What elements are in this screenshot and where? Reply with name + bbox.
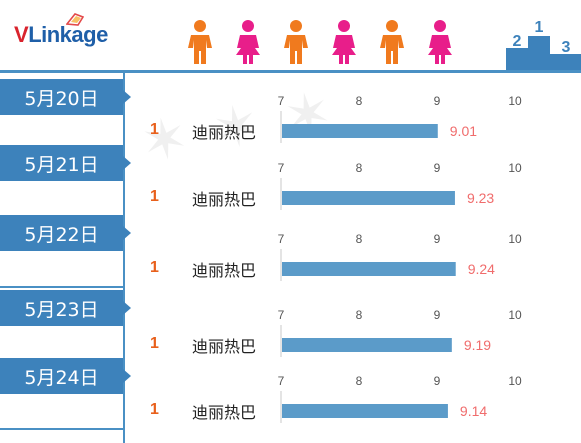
bar: [282, 191, 455, 205]
value-label: 9.14: [460, 403, 487, 419]
celebrity-name: 迪丽热巴: [192, 337, 257, 356]
svg-text:2: 2: [513, 33, 522, 50]
tick-label: 7: [278, 374, 285, 388]
rank-number: 1: [150, 121, 159, 138]
date-tab: 5月22日: [0, 215, 131, 251]
tick-label: 10: [508, 161, 522, 175]
brand-logo: VLinkage: [14, 22, 108, 48]
tick-label: 9: [434, 308, 441, 322]
people-icons: [188, 20, 452, 64]
date-tab: 5月21日: [0, 145, 131, 181]
tick-label: 7: [278, 94, 285, 108]
bar: [282, 124, 438, 138]
tick-label: 10: [508, 94, 522, 108]
timeline-line: [123, 73, 125, 443]
date-tab: 5月20日: [0, 79, 131, 115]
date-tab: 5月23日: [0, 290, 131, 326]
woman-icon: [236, 20, 260, 64]
tick-label: 9: [434, 232, 441, 246]
woman-icon: [332, 20, 356, 64]
tick-label: 9: [434, 161, 441, 175]
tick-label: 10: [508, 232, 522, 246]
rank-number: 1: [150, 335, 159, 352]
celebrity-name: 迪丽热巴: [192, 190, 257, 209]
podium-icon: 1 2 3: [506, 19, 581, 72]
rank-number: 1: [150, 401, 159, 418]
brand-logo-v: V: [14, 22, 29, 47]
tick-label: 8: [356, 374, 363, 388]
celebrity-name: 迪丽热巴: [192, 123, 257, 142]
tick-label: 10: [508, 374, 522, 388]
bar: [282, 262, 456, 276]
tick-label: 8: [356, 232, 363, 246]
value-label: 9.01: [450, 123, 477, 139]
date-tab: 5月24日: [0, 358, 131, 394]
tick-label: 8: [356, 94, 363, 108]
woman-icon: [428, 20, 452, 64]
celebrity-name: 迪丽热巴: [192, 261, 257, 280]
value-label: 9.23: [467, 190, 494, 206]
brand-mark-icon: [66, 13, 84, 26]
man-icon: [284, 20, 308, 64]
bar: [282, 338, 452, 352]
celebrity-name: 迪丽热巴: [192, 403, 257, 422]
tick-label: 9: [434, 374, 441, 388]
value-label: 9.19: [464, 337, 491, 353]
tick-label: 8: [356, 308, 363, 322]
man-icon: [188, 20, 212, 64]
tick-label: 7: [278, 308, 285, 322]
svg-text:3: 3: [562, 39, 571, 56]
section-divider: [0, 286, 123, 288]
bar: [282, 404, 448, 418]
tick-label: 7: [278, 232, 285, 246]
man-icon: [380, 20, 404, 64]
rank-number: 1: [150, 188, 159, 205]
brand-logo-rest: Linkage: [28, 22, 108, 47]
header: VLinkage 1 2 3: [0, 0, 581, 72]
value-label: 9.24: [468, 261, 495, 277]
tick-label: 8: [356, 161, 363, 175]
tick-label: 7: [278, 161, 285, 175]
header-divider: [0, 70, 581, 73]
rank-number: 1: [150, 259, 159, 276]
svg-text:1: 1: [535, 19, 544, 36]
tick-label: 10: [508, 308, 522, 322]
tick-label: 9: [434, 94, 441, 108]
section-divider: [0, 428, 123, 430]
